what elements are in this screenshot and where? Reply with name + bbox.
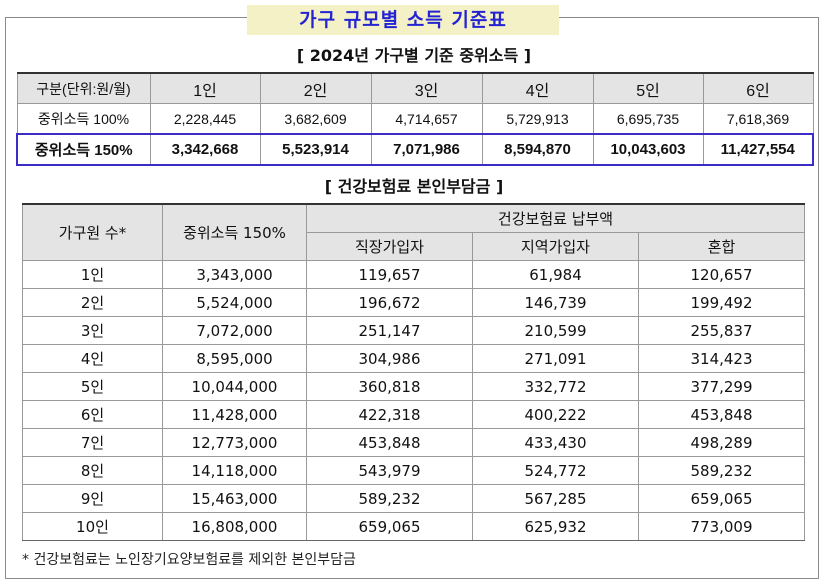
table-row: 중위소득 100% 2,228,445 3,682,609 4,714,657 …: [16, 103, 814, 135]
table-cell: 332,772: [472, 372, 639, 401]
table-row: 8인 14,118,000 543,979 524,772 589,232: [22, 456, 806, 485]
table-cell: 4,714,657: [370, 103, 483, 135]
row-label: 중위소득 150%: [16, 133, 151, 166]
table-cell: 10,044,000: [162, 372, 307, 401]
table-cell: 589,232: [637, 456, 806, 485]
table-cell: 498,289: [637, 428, 806, 457]
table-cell: 12,773,000: [162, 428, 307, 457]
table-cell: 453,848: [306, 428, 473, 457]
table-cell: 3,342,668: [149, 133, 261, 166]
premium-table: 가구원 수* 중위소득 150% 건강보험료 납부액 직장가입자 지역가입자 혼…: [22, 203, 806, 541]
table-cell: 14,118,000: [162, 456, 307, 485]
header-cell: 직장가입자: [306, 232, 473, 261]
highlighted-row: 중위소득 150% 3,342,668 5,523,914 7,071,986 …: [16, 133, 814, 166]
table-cell: 304,986: [306, 344, 473, 373]
header-premium: 건강보험료 납부액: [305, 203, 806, 233]
row-label: 10인: [22, 512, 163, 541]
table-cell: 5,523,914: [259, 133, 372, 166]
table-cell: 16,808,000: [162, 512, 307, 541]
table-cell: 120,657: [637, 260, 806, 289]
row-label: 4인: [22, 344, 163, 373]
table-cell: 2,228,445: [149, 103, 261, 135]
table-cell: 15,463,000: [162, 484, 307, 513]
table-header-row: 구분(단위:원/월) 1인 2인 3인 4인 5인 6인: [16, 72, 814, 104]
table-cell: 199,492: [637, 288, 806, 317]
table-cell: 10,043,603: [592, 133, 704, 166]
row-label: 중위소득 100%: [16, 103, 151, 135]
median-income-table: 구분(단위:원/월) 1인 2인 3인 4인 5인 6인 중위소득 100% 2…: [16, 72, 814, 166]
row-label: 7인: [22, 428, 163, 457]
row-label: 9인: [22, 484, 163, 513]
table-cell: 625,932: [472, 512, 639, 541]
table-cell: 659,065: [306, 512, 473, 541]
table-row: 4인 8,595,000 304,986 271,091 314,423: [22, 344, 806, 373]
table-cell: 7,072,000: [162, 316, 307, 345]
table-cell: 7,071,986: [370, 133, 483, 166]
row-label: 6인: [22, 400, 163, 429]
row-label: 1인: [22, 260, 163, 289]
row-label: 5인: [22, 372, 163, 401]
table-cell: 6,695,735: [592, 103, 704, 135]
table-cell: 210,599: [472, 316, 639, 345]
header-cell: 3인: [370, 72, 483, 104]
table-cell: 543,979: [306, 456, 473, 485]
table-cell: 11,428,000: [162, 400, 307, 429]
header-cell: 4인: [481, 72, 594, 104]
table-header-row: 가구원 수* 중위소득 150% 건강보험료 납부액: [22, 203, 806, 261]
table-cell: 400,222: [472, 400, 639, 429]
table-cell: 314,423: [637, 344, 806, 373]
premium-table-title: [ 건강보험료 본인부담금 ]: [324, 177, 504, 196]
table-cell: 8,594,870: [481, 133, 594, 166]
table-cell: 11,427,554: [702, 133, 814, 166]
table-row: 1인 3,343,000 119,657 61,984 120,657: [22, 260, 806, 289]
table-cell: 5,524,000: [162, 288, 307, 317]
table-row: 3인 7,072,000 251,147 210,599 255,837: [22, 316, 806, 345]
table-row: 2인 5,524,000 196,672 146,739 199,492: [22, 288, 806, 317]
footnote: * 건강보험료는 노인장기요양보험료를 제외한 본인부담금: [22, 552, 356, 568]
median-income-table-title: [ 2024년 가구별 기준 중위소득 ]: [296, 46, 532, 65]
row-label: 3인: [22, 316, 163, 345]
header-cell: 1인: [149, 72, 261, 104]
header-income: 중위소득 150%: [162, 203, 307, 261]
header-cell: 6인: [702, 72, 814, 104]
table-cell: 589,232: [306, 484, 473, 513]
table-row: 7인 12,773,000 453,848 433,430 498,289: [22, 428, 806, 457]
table-cell: 271,091: [472, 344, 639, 373]
table-cell: 453,848: [637, 400, 806, 429]
table-cell: 146,739: [472, 288, 639, 317]
table-row: 9인 15,463,000 589,232 567,285 659,065: [22, 484, 806, 513]
table-cell: 196,672: [306, 288, 473, 317]
header-cell: 5인: [592, 72, 704, 104]
table-cell: 5,729,913: [481, 103, 594, 135]
table-cell: 422,318: [306, 400, 473, 429]
table-cell: 119,657: [306, 260, 473, 289]
table-cell: 8,595,000: [162, 344, 307, 373]
table-cell: 433,430: [472, 428, 639, 457]
table-cell: 7,618,369: [702, 103, 814, 135]
header-cell: 혼합: [637, 232, 806, 261]
table-cell: 61,984: [472, 260, 639, 289]
table-cell: 773,009: [637, 512, 806, 541]
row-label: 2인: [22, 288, 163, 317]
row-label: 8인: [22, 456, 163, 485]
table-cell: 3,682,609: [259, 103, 372, 135]
header-household: 가구원 수*: [22, 203, 163, 261]
table-cell: 255,837: [637, 316, 806, 345]
header-cell: 지역가입자: [472, 232, 639, 261]
table-cell: 360,818: [306, 372, 473, 401]
table-cell: 3,343,000: [162, 260, 307, 289]
page-title: 가구 규모별 소득 기준표: [247, 5, 559, 35]
table-row: 5인 10,044,000 360,818 332,772 377,299: [22, 372, 806, 401]
table-cell: 524,772: [472, 456, 639, 485]
table-row: 10인 16,808,000 659,065 625,932 773,009: [22, 512, 806, 541]
table-cell: 659,065: [637, 484, 806, 513]
header-cell: 2인: [259, 72, 372, 104]
table-cell: 377,299: [637, 372, 806, 401]
table-cell: 251,147: [306, 316, 473, 345]
table-row: 6인 11,428,000 422,318 400,222 453,848: [22, 400, 806, 429]
table-cell: 567,285: [472, 484, 639, 513]
header-cell: 구분(단위:원/월): [16, 72, 151, 104]
